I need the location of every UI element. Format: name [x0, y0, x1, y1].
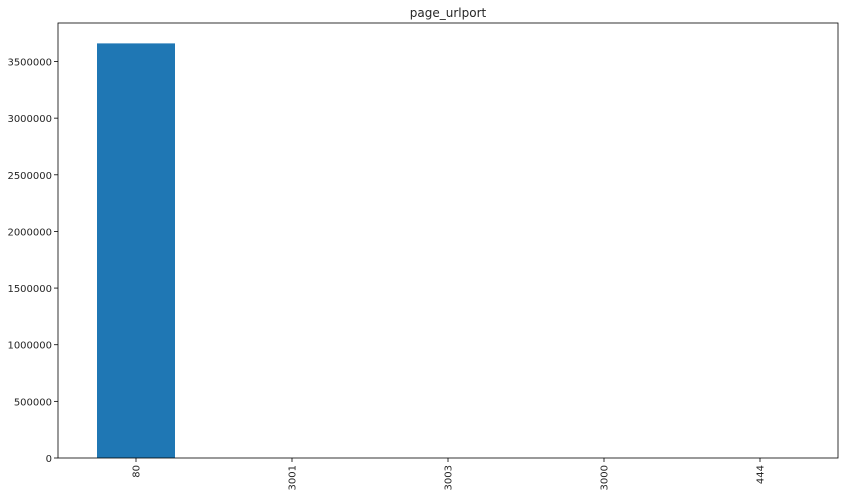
y-axis: 0 500000 1000000 1500000 2000000 2500000 30000… [7, 58, 58, 465]
y-tick-label: 3000000 [7, 114, 52, 125]
bar-series [97, 43, 799, 458]
y-tick-label: 1000000 [7, 341, 52, 352]
y-tick-label: 3500000 [7, 58, 52, 69]
y-tick-label: 2000000 [7, 227, 52, 238]
bar-80 [97, 43, 175, 458]
x-axis: 80 3001 3003 3000 444 [132, 458, 767, 490]
y-tick-label: 1500000 [7, 284, 52, 295]
x-tick-label-80: 80 [132, 465, 143, 478]
y-tick-label: 0 [46, 454, 52, 465]
chart-title: page_urlport [410, 6, 487, 20]
x-tick-label-444: 444 [756, 465, 767, 484]
y-tick-label: 2500000 [7, 171, 52, 182]
x-tick-label-3001: 3001 [288, 465, 299, 490]
x-tick-label-3000: 3000 [600, 465, 611, 490]
y-tick-label: 500000 [14, 397, 52, 408]
x-tick-label-3003: 3003 [444, 465, 455, 490]
